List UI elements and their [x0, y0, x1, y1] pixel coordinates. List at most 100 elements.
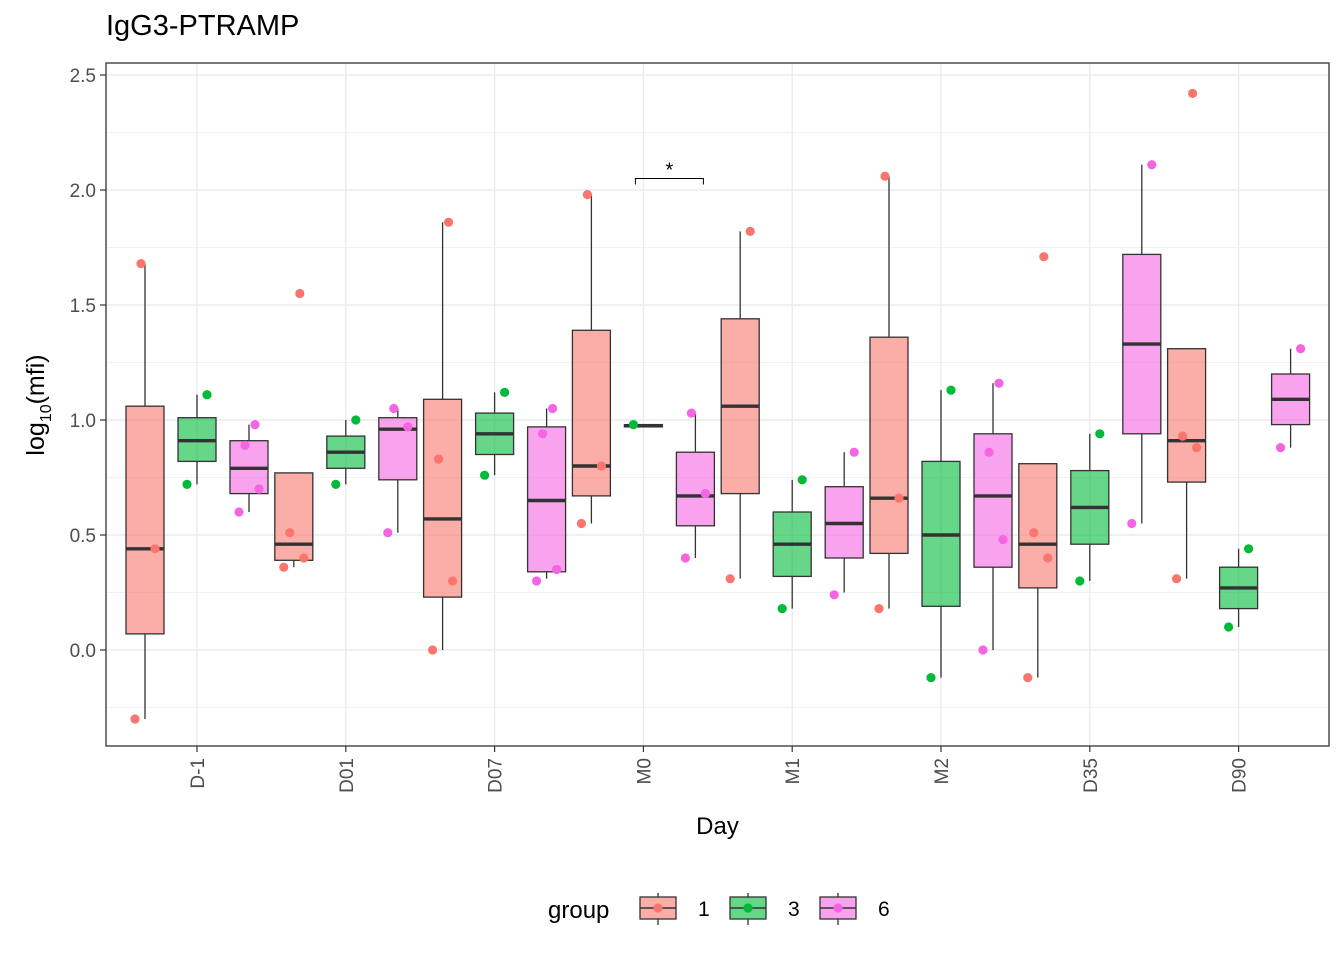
y-tick-label: 1.5 [70, 296, 96, 317]
data-point [182, 479, 192, 489]
legend-title: group [548, 897, 609, 924]
legend-label: 3 [788, 898, 800, 921]
data-point [1172, 574, 1182, 584]
box-group-3-D35 [1070, 433, 1110, 581]
data-point [777, 604, 787, 614]
data-point [428, 645, 438, 655]
chart-title: IgG3-PTRAMP [106, 10, 300, 42]
axes: 0.0 0.5 1.0 1.5 2.0 2.5 D-1 D01 D07 M0 M1 M2 D35 D90 D… [22, 66, 1251, 840]
data-point [984, 447, 994, 457]
x-tick-label: D-1 [188, 758, 209, 789]
box-group-1-D90 [1166, 348, 1207, 579]
data-point [1127, 518, 1137, 529]
data-point [500, 387, 510, 397]
box-rect [1166, 348, 1207, 483]
y-tick-label: 0.5 [70, 526, 96, 547]
data-point [383, 528, 393, 538]
y-tick-label: 1.0 [70, 411, 96, 432]
box-rect [675, 451, 716, 527]
data-point [250, 420, 260, 430]
data-point [700, 489, 711, 499]
data-point [532, 576, 542, 586]
data-point [1192, 443, 1202, 453]
box-group-6-D07 [526, 408, 567, 579]
data-point [202, 390, 212, 400]
box-group-1-M1 [720, 231, 760, 579]
data-point [1039, 252, 1049, 262]
data-point [994, 378, 1004, 388]
legend-key-point [833, 903, 843, 913]
box-rect [422, 398, 463, 598]
box-rect [571, 329, 612, 497]
box-rect [869, 336, 909, 555]
data-point [331, 479, 341, 489]
boxes [125, 164, 1311, 719]
data-point [998, 535, 1008, 545]
data-point [1095, 429, 1105, 439]
box-group-3-D-1 [177, 394, 217, 485]
x-axis-title: Day [696, 813, 739, 840]
box-group-6-D90 [1270, 348, 1311, 448]
data-point [1244, 544, 1254, 554]
box-group-6-M0 [675, 413, 716, 558]
data-point [234, 507, 244, 517]
data-point [874, 604, 884, 614]
data-point [596, 461, 607, 471]
box-group-3-D90 [1218, 548, 1259, 627]
data-point [1075, 576, 1085, 586]
box-group-6-M2 [973, 383, 1013, 650]
box-group-1-D-1 [125, 263, 165, 719]
x-tick-label: D35 [1081, 758, 1102, 793]
legend: group 1 3 6 [548, 893, 890, 925]
data-point [978, 645, 988, 655]
data-point [136, 259, 146, 269]
box-group-6-D-1 [229, 424, 269, 512]
data-point [1224, 622, 1234, 632]
data-point [797, 475, 807, 485]
x-tick-label: M2 [932, 758, 953, 784]
data-point [150, 544, 160, 554]
data-point [279, 562, 289, 572]
box-group-1-D07 [422, 222, 463, 650]
data-point [285, 528, 295, 538]
box-group-3-D07 [474, 392, 515, 476]
box-group-3-M1 [772, 479, 812, 609]
data-point [538, 429, 548, 439]
data-point [926, 673, 936, 683]
y-axis-title: log10(mfi) [22, 354, 55, 455]
data-point [434, 454, 444, 464]
data-point [849, 447, 859, 457]
y-tick-label: 2.0 [70, 181, 96, 202]
box-group-3-M2 [921, 390, 961, 678]
data-point [548, 403, 558, 414]
box-rect [973, 433, 1013, 568]
data-point [745, 226, 755, 236]
data-point [582, 190, 593, 200]
legend-item-6: 6 [819, 893, 890, 925]
x-tick-label: M1 [783, 758, 804, 784]
data-point [403, 422, 413, 432]
data-point [299, 553, 309, 563]
box-rect [1018, 463, 1058, 589]
x-tick-label: D90 [1230, 758, 1251, 793]
box-group-1-M2 [869, 176, 909, 609]
data-point [1147, 160, 1157, 170]
data-point [1296, 344, 1306, 354]
data-point [1029, 528, 1039, 538]
data-point [254, 484, 264, 494]
legend-key-point [743, 903, 753, 913]
data-point [351, 415, 361, 425]
legend-item-1: 1 [639, 893, 710, 925]
legend-item-3: 3 [729, 893, 800, 925]
data-point [680, 553, 691, 563]
data-point [444, 217, 454, 227]
legend-label: 1 [698, 898, 710, 921]
data-point [1043, 553, 1053, 563]
data-point [576, 518, 587, 529]
data-point [240, 440, 250, 450]
y-tick-label: 0.0 [70, 641, 96, 662]
data-point [1178, 431, 1188, 441]
box-rect [274, 472, 314, 561]
x-tick-label: D01 [337, 758, 358, 793]
data-point [130, 714, 140, 724]
